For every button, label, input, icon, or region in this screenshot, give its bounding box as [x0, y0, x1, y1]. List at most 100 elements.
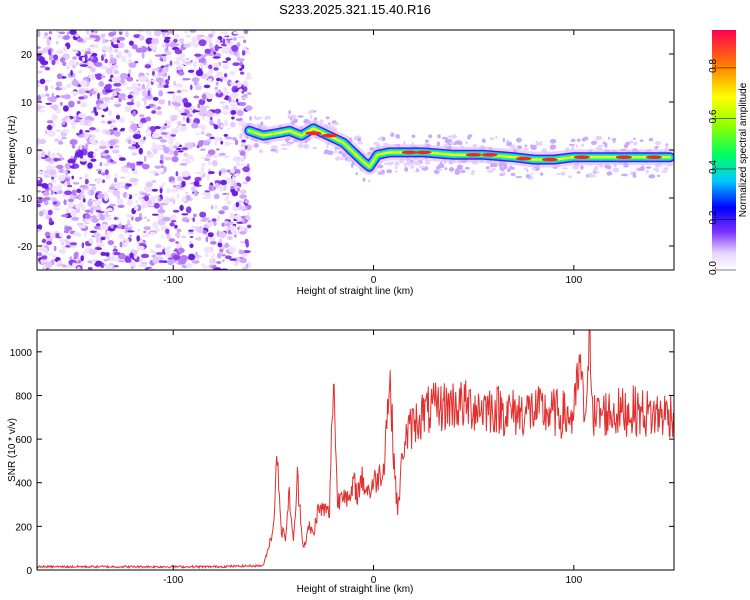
noise-speckle	[46, 235, 51, 239]
noise-speckle	[231, 92, 238, 98]
halo-speckle	[621, 173, 628, 177]
halo-speckle	[293, 118, 298, 124]
noise-speckle	[151, 179, 157, 184]
noise-speckle	[103, 86, 110, 90]
noise-speckle	[114, 144, 120, 149]
noise-speckle	[231, 116, 235, 120]
noise-speckle	[44, 32, 48, 37]
halo-speckle	[394, 165, 398, 170]
noise-speckle	[94, 260, 103, 267]
noise-speckle	[117, 181, 125, 185]
x-tick-label: -100	[163, 575, 183, 586]
noise-speckle	[79, 184, 88, 189]
noise-speckle	[225, 255, 232, 260]
noise-speckle	[200, 131, 205, 135]
noise-speckle	[151, 70, 155, 76]
noise-speckle	[212, 154, 218, 159]
noise-speckle	[162, 260, 168, 264]
noise-speckle	[245, 215, 250, 220]
noise-speckle	[129, 162, 136, 170]
noise-speckle	[113, 177, 118, 183]
noise-speckle	[185, 194, 191, 201]
noise-speckle	[223, 31, 228, 37]
noise-speckle	[103, 263, 106, 266]
noise-speckle	[214, 108, 222, 114]
noise-speckle	[115, 114, 121, 120]
halo-speckle	[526, 170, 529, 172]
noise-speckle	[185, 57, 190, 61]
noise-speckle	[228, 246, 236, 253]
noise-speckle	[182, 158, 191, 162]
noise-speckle	[138, 147, 143, 155]
noise-speckle	[149, 231, 156, 236]
noise-speckle	[155, 252, 164, 255]
noise-speckle	[229, 169, 236, 174]
noise-speckle	[145, 181, 153, 188]
halo-speckle	[576, 171, 581, 174]
noise-speckle	[62, 45, 68, 52]
ridge-peak	[573, 155, 590, 159]
noise-speckle	[61, 129, 70, 134]
noise-speckle	[230, 105, 237, 111]
noise-speckle	[224, 73, 228, 78]
noise-speckle	[247, 224, 252, 229]
noise-speckle	[153, 126, 161, 130]
noise-speckle	[172, 209, 180, 213]
halo-speckle	[444, 138, 451, 144]
noise-speckle	[163, 199, 171, 204]
y-tick-label: 400	[15, 479, 32, 490]
noise-speckle	[146, 150, 152, 155]
noise-speckle	[224, 242, 230, 248]
noise-speckle	[203, 84, 211, 89]
halo-speckle	[489, 137, 495, 141]
noise-speckle	[167, 91, 175, 94]
noise-speckle	[74, 203, 83, 209]
noise-speckle	[113, 69, 120, 75]
halo-speckle	[501, 171, 506, 176]
noise-speckle	[77, 149, 84, 157]
noise-speckle	[210, 262, 215, 266]
halo-speckle	[303, 119, 309, 124]
noise-speckle	[222, 110, 229, 115]
noise-speckle	[207, 221, 214, 227]
noise-speckle	[131, 83, 138, 90]
halo-speckle	[367, 179, 371, 183]
noise-speckle	[241, 219, 246, 223]
halo-speckle	[612, 167, 620, 173]
noise-speckle	[207, 149, 216, 156]
noise-speckle	[69, 163, 73, 166]
noise-speckle	[117, 154, 122, 158]
noise-speckle	[38, 210, 44, 217]
noise-speckle	[185, 263, 193, 268]
halo-speckle	[418, 165, 426, 169]
noise-speckle	[240, 241, 245, 244]
noise-speckle	[217, 36, 223, 40]
noise-speckle	[141, 52, 145, 59]
noise-speckle	[222, 60, 229, 63]
halo-speckle	[472, 144, 478, 148]
noise-speckle	[100, 33, 105, 39]
noise-speckle	[84, 222, 90, 225]
noise-speckle	[144, 64, 152, 69]
noise-speckle	[236, 98, 239, 103]
noise-speckle	[138, 76, 146, 83]
noise-speckle	[91, 30, 94, 33]
noise-speckle	[162, 216, 171, 222]
noise-speckle	[211, 218, 217, 222]
noise-speckle	[87, 151, 95, 159]
noise-speckle	[104, 89, 113, 93]
halo-speckle	[540, 172, 544, 176]
snr-series-line	[37, 330, 674, 570]
halo-speckle	[249, 116, 252, 121]
noise-speckle	[157, 85, 162, 89]
noise-speckle	[207, 78, 213, 82]
noise-speckle	[113, 251, 121, 256]
noise-speckle	[89, 135, 92, 138]
snr-frame	[36, 329, 675, 571]
noise-speckle	[202, 196, 211, 199]
halo-speckle	[332, 122, 340, 126]
noise-speckle	[79, 129, 83, 135]
halo-speckle	[523, 147, 530, 151]
noise-speckle	[145, 30, 151, 35]
noise-speckle	[232, 229, 238, 236]
